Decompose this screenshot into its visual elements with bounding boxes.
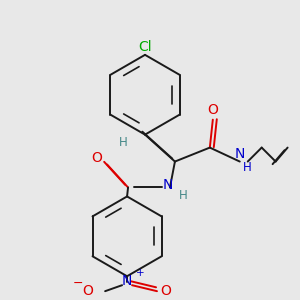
Text: −: −: [73, 277, 83, 290]
Text: O: O: [92, 151, 103, 165]
Text: N: N: [163, 178, 173, 193]
Text: O: O: [207, 103, 218, 117]
Text: H: H: [243, 161, 252, 174]
Text: H: H: [119, 136, 128, 149]
Text: O: O: [160, 284, 171, 298]
Text: O: O: [83, 284, 94, 298]
Text: N: N: [235, 147, 245, 160]
Text: Cl: Cl: [138, 40, 152, 54]
Text: N: N: [122, 274, 132, 288]
Text: +: +: [136, 268, 144, 278]
Text: H: H: [178, 189, 187, 202]
